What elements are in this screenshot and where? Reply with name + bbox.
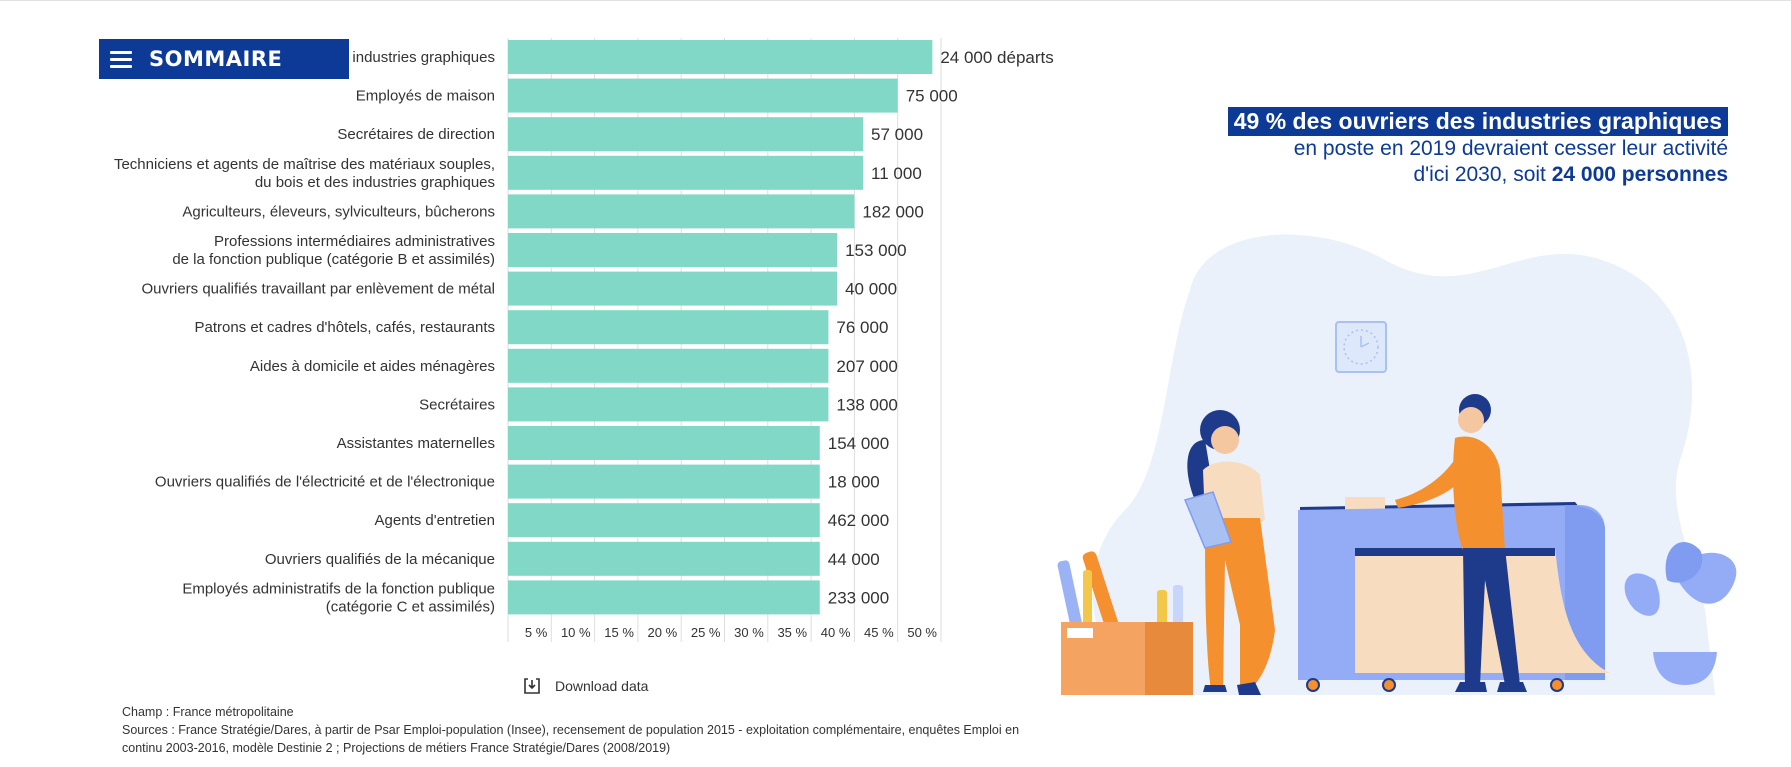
woman-with-tablet-icon bbox=[1183, 410, 1275, 695]
top-divider bbox=[0, 0, 1791, 1]
category-label: Aides à domicile et aides ménagères bbox=[250, 358, 495, 375]
headline-highlight: 49 % des ouvriers des industries graphiq… bbox=[1227, 107, 1728, 136]
data-label: 462 000 bbox=[828, 511, 889, 530]
data-label: 57 000 bbox=[871, 125, 923, 144]
category-label: Ouvriers qualifiés de la mécanique bbox=[265, 551, 495, 568]
sommaire-label: SOMMAIRE bbox=[149, 47, 283, 71]
x-tick-label: 40 % bbox=[821, 625, 851, 640]
bar bbox=[508, 117, 864, 152]
bar bbox=[508, 155, 864, 190]
bar bbox=[508, 233, 838, 267]
data-label: 24 000 départs bbox=[940, 48, 1053, 67]
category-label: Techniciens et agents de maîtrise des ma… bbox=[114, 156, 495, 173]
bar bbox=[508, 541, 820, 576]
x-tick-label: 45 % bbox=[864, 625, 894, 640]
category-label: Agriculteurs, éleveurs, sylviculteurs, b… bbox=[182, 203, 495, 220]
category-label: Ouvriers qualifiés travaillant par enlèv… bbox=[141, 281, 495, 298]
category-label: Professions intermédiaires administrativ… bbox=[214, 233, 495, 250]
data-label: 18 000 bbox=[828, 473, 880, 492]
data-label: 44 000 bbox=[828, 550, 880, 569]
data-label: 138 000 bbox=[836, 395, 897, 414]
category-label: Employés administratifs de la fonction p… bbox=[182, 580, 495, 597]
data-label: 11 000 bbox=[871, 164, 922, 183]
data-label: 40 000 bbox=[845, 280, 897, 299]
download-data-link[interactable]: Download data bbox=[523, 677, 648, 695]
chart-bars bbox=[508, 40, 933, 615]
download-data-label: Download data bbox=[555, 678, 649, 694]
chart-category-labels: Ouvriers des industries graphiquesEmploy… bbox=[114, 49, 495, 615]
chart-x-ticks: 5 % 10 % 15 % 20 % 25 % 30 % 35 % 40 % 45 % 50 % bbox=[525, 625, 938, 640]
data-label: 233 000 bbox=[828, 588, 889, 607]
x-tick-label: 15 % bbox=[604, 625, 634, 640]
chart-data-labels: 24 000 départs 75 000 57 000 11 000 182 000 1… bbox=[828, 48, 1054, 607]
bar bbox=[508, 40, 933, 74]
bar bbox=[508, 503, 820, 538]
bar bbox=[508, 464, 820, 499]
category-label: du bois et des industries graphiques bbox=[255, 174, 495, 191]
chart-notes: Champ : France métropolitaine Sources : … bbox=[122, 703, 1052, 757]
bar bbox=[508, 78, 898, 113]
category-label: Ouvriers qualifiés de l'électricité et d… bbox=[155, 474, 495, 491]
headline: 49 % des ouvriers des industries graphiq… bbox=[1108, 107, 1728, 188]
data-label: 154 000 bbox=[828, 434, 889, 453]
category-label: Secrétaires de direction bbox=[337, 126, 495, 143]
sommaire-button[interactable]: SOMMAIRE bbox=[99, 39, 349, 79]
bar bbox=[508, 271, 838, 306]
x-tick-label: 30 % bbox=[734, 625, 764, 640]
category-label: Employés de maison bbox=[356, 88, 495, 105]
data-label: 207 000 bbox=[836, 357, 897, 376]
category-label: (catégorie C et assimilés) bbox=[326, 598, 495, 615]
data-label: 153 000 bbox=[845, 241, 906, 260]
x-tick-label: 20 % bbox=[648, 625, 678, 640]
sources-note-line1: Sources : France Stratégie/Dares, à part… bbox=[122, 723, 1020, 737]
bar bbox=[508, 194, 855, 229]
x-tick-label: 25 % bbox=[691, 625, 721, 640]
hamburger-menu-icon bbox=[110, 47, 132, 72]
x-tick-label: 50 % bbox=[907, 625, 937, 640]
category-label: Agents d'entretien bbox=[375, 512, 495, 529]
champ-note: Champ : France métropolitaine bbox=[122, 705, 294, 719]
bar bbox=[508, 580, 820, 615]
category-label: Patrons et cadres d'hôtels, cafés, resta… bbox=[194, 319, 495, 336]
headline-line3-bold: 24 000 personnes bbox=[1551, 163, 1728, 186]
tool-box-icon bbox=[1057, 551, 1193, 695]
printing-workers-illustration bbox=[1057, 234, 1737, 696]
data-label: 76 000 bbox=[836, 318, 888, 337]
bar bbox=[508, 426, 820, 460]
bar-chart: Ouvriers des industries graphiquesEmploy… bbox=[114, 38, 1054, 642]
category-label: de la fonction publique (catégorie B et … bbox=[172, 251, 495, 268]
man-at-printer-icon bbox=[1395, 394, 1527, 692]
bar bbox=[508, 387, 829, 422]
category-label: Assistantes maternelles bbox=[337, 435, 495, 452]
bar bbox=[508, 310, 829, 345]
data-label: 182 000 bbox=[862, 202, 923, 221]
category-label: Secrétaires bbox=[419, 396, 495, 413]
x-tick-label: 10 % bbox=[561, 625, 591, 640]
x-tick-label: 35 % bbox=[777, 625, 807, 640]
sources-note-line2: continu 2003-2016, modèle Destinie 2 ; P… bbox=[122, 741, 671, 755]
headline-line3-text: d'ici 2030, soit bbox=[1413, 163, 1552, 186]
headline-line2: en poste en 2019 devraient cesser leur a… bbox=[1293, 137, 1728, 160]
plant-icon bbox=[1624, 541, 1737, 685]
x-tick-label: 5 % bbox=[525, 625, 548, 640]
bar bbox=[508, 348, 829, 383]
download-icon bbox=[524, 678, 540, 694]
wide-format-printer-icon bbox=[1298, 497, 1610, 692]
headline-line3: d'ici 2030, soit 24 000 personnes bbox=[1108, 162, 1728, 188]
data-label: 75 000 bbox=[906, 87, 958, 106]
